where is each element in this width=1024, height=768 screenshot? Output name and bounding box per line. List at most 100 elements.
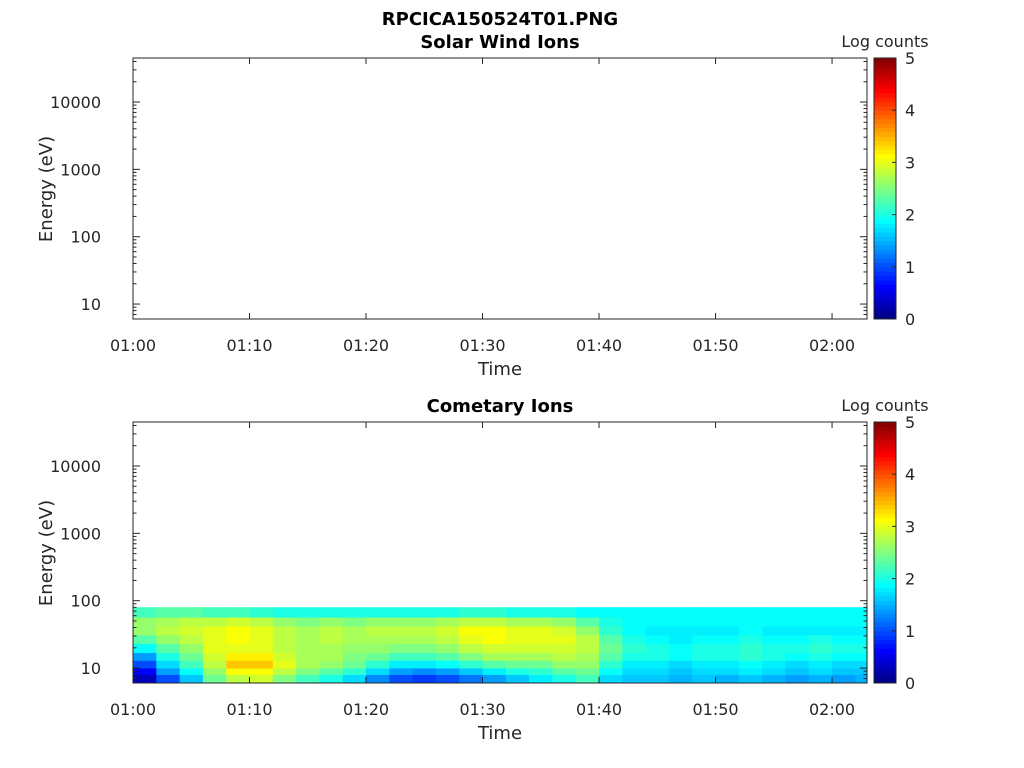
colorbar-segment (874, 652, 896, 658)
colorbar-segment (874, 245, 896, 250)
heatmap-cell (482, 668, 507, 675)
colorbar-segment (874, 613, 896, 619)
heatmap-cell (133, 652, 157, 661)
heatmap-cell (738, 607, 763, 618)
colorbar-segment (874, 249, 896, 255)
heatmap-cell (715, 617, 740, 627)
colorbar-segment (874, 101, 896, 107)
heatmap-cell (552, 643, 577, 653)
solar-wind-x-ticks: 01:00 01:10 01:20 01:30 01:40 01:50 02:00 (110, 58, 855, 355)
heatmap-cell (482, 617, 507, 627)
colorbar-segment (874, 430, 896, 436)
heatmap-cell (366, 668, 390, 675)
heatmap-cell (272, 652, 297, 661)
heatmap-cell (738, 660, 763, 669)
colorbar-segment (874, 218, 896, 224)
colorbar-segment (874, 548, 896, 553)
x-tick-label: 01:10 (226, 336, 272, 355)
heatmap-cell (435, 652, 460, 661)
colorbar-segment (874, 62, 896, 68)
colorbar-tick-label: 4 (905, 101, 915, 120)
heatmap-cell (692, 617, 717, 627)
colorbar-segment (874, 301, 896, 307)
colorbar-tick-label: 5 (905, 413, 915, 432)
colorbar-segment (874, 253, 896, 259)
colorbar-segment (874, 166, 896, 172)
heatmap-cell (505, 617, 530, 627)
heatmap-cell (272, 634, 297, 645)
x-tick-label: 01:40 (576, 700, 622, 719)
heatmap-cell (762, 660, 787, 669)
heatmap-cell (272, 668, 297, 675)
heatmap-cell (482, 626, 507, 636)
heatmap-cell (738, 668, 763, 675)
colorbar-tick-label: 3 (905, 517, 915, 536)
y-tick-label: 1000 (60, 160, 101, 179)
colorbar-segment (874, 630, 896, 636)
heatmap-cell (645, 652, 670, 661)
heatmap-cell (692, 674, 717, 684)
heatmap-cell (762, 652, 787, 661)
heatmap-cell (622, 652, 647, 661)
heatmap-cell (668, 607, 693, 618)
heatmap-cell (459, 607, 484, 618)
heatmap-cell (832, 643, 856, 653)
heatmap-cell (319, 634, 344, 645)
heatmap-cell (482, 652, 507, 661)
heatmap-cell (412, 660, 437, 669)
heatmap-cell (645, 660, 670, 669)
colorbar-segment (874, 136, 896, 142)
heatmap-cell (668, 634, 693, 645)
colorbar-segment (874, 214, 896, 220)
heatmap-cell (645, 674, 670, 684)
heatmap-cell (855, 643, 868, 653)
heatmap-cell (529, 617, 554, 627)
heatmap-cell (389, 607, 414, 618)
heatmap-cell (319, 643, 344, 653)
heatmap-cell (249, 643, 274, 653)
heatmap-cell (296, 668, 321, 675)
colorbar-segment (874, 487, 896, 493)
heatmap-cell (342, 674, 367, 684)
heatmap-cell (762, 626, 787, 636)
heatmap-cell (366, 617, 390, 627)
cometary-y-ticks: 10 100 1000 10000 (50, 424, 867, 684)
heatmap-cell (296, 634, 321, 645)
colorbar-segment (874, 504, 896, 510)
heatmap-cell (226, 607, 251, 618)
colorbar-segment (874, 674, 896, 680)
heatmap-cell (342, 634, 367, 645)
colorbar-tick-label: 1 (905, 258, 915, 277)
heatmap-cell (505, 634, 530, 645)
heatmap-cell (249, 660, 274, 669)
colorbar-tick-label: 0 (905, 310, 915, 329)
heatmap-cell (319, 617, 344, 627)
colorbar-segment (874, 526, 896, 532)
heatmap-cell (412, 617, 437, 627)
colorbar-segment (874, 482, 896, 488)
colorbar-segment (874, 205, 896, 211)
heatmap-cell (622, 607, 647, 618)
heatmap-cell (785, 617, 810, 627)
heatmap-cell (342, 626, 367, 636)
cometary-axes-box (132, 421, 868, 684)
heatmap-cell (342, 668, 367, 675)
heatmap-cell (529, 660, 554, 669)
heatmap-cell (202, 634, 227, 645)
colorbar-segment (874, 145, 896, 150)
heatmap-cell (645, 643, 670, 653)
colorbar-segment (874, 105, 896, 111)
colorbar-segment (874, 197, 896, 203)
colorbar-segment (874, 443, 896, 449)
heatmap-cell (179, 643, 204, 653)
solar-wind-axes-box (132, 57, 868, 320)
heatmap-cell (459, 674, 484, 684)
colorbar-segment (874, 297, 896, 303)
heatmap-cell (692, 668, 717, 675)
heatmap-cell (435, 660, 460, 669)
heatmap-cell (692, 652, 717, 661)
cometary-colorbar-label: Log counts (841, 396, 928, 415)
heatmap-cell (249, 652, 274, 661)
heatmap-cell (855, 674, 868, 684)
colorbar-tick-label: 3 (905, 153, 915, 172)
